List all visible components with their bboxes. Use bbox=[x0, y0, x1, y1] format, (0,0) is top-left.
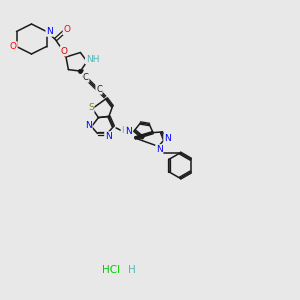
Text: N: N bbox=[46, 27, 53, 36]
Text: O: O bbox=[60, 46, 68, 56]
Polygon shape bbox=[61, 50, 68, 57]
Text: O: O bbox=[10, 42, 17, 51]
Text: N: N bbox=[164, 134, 171, 143]
Text: H: H bbox=[121, 126, 128, 135]
Text: N: N bbox=[156, 145, 163, 154]
Text: NH: NH bbox=[86, 55, 99, 64]
Text: H: H bbox=[128, 265, 136, 275]
Text: N: N bbox=[105, 132, 112, 141]
Text: C: C bbox=[83, 73, 89, 82]
Text: S: S bbox=[88, 103, 94, 112]
Text: N: N bbox=[125, 128, 131, 136]
Text: C: C bbox=[96, 85, 102, 94]
Text: N: N bbox=[85, 121, 92, 130]
Text: HCl: HCl bbox=[102, 265, 120, 275]
Text: O: O bbox=[63, 26, 70, 34]
